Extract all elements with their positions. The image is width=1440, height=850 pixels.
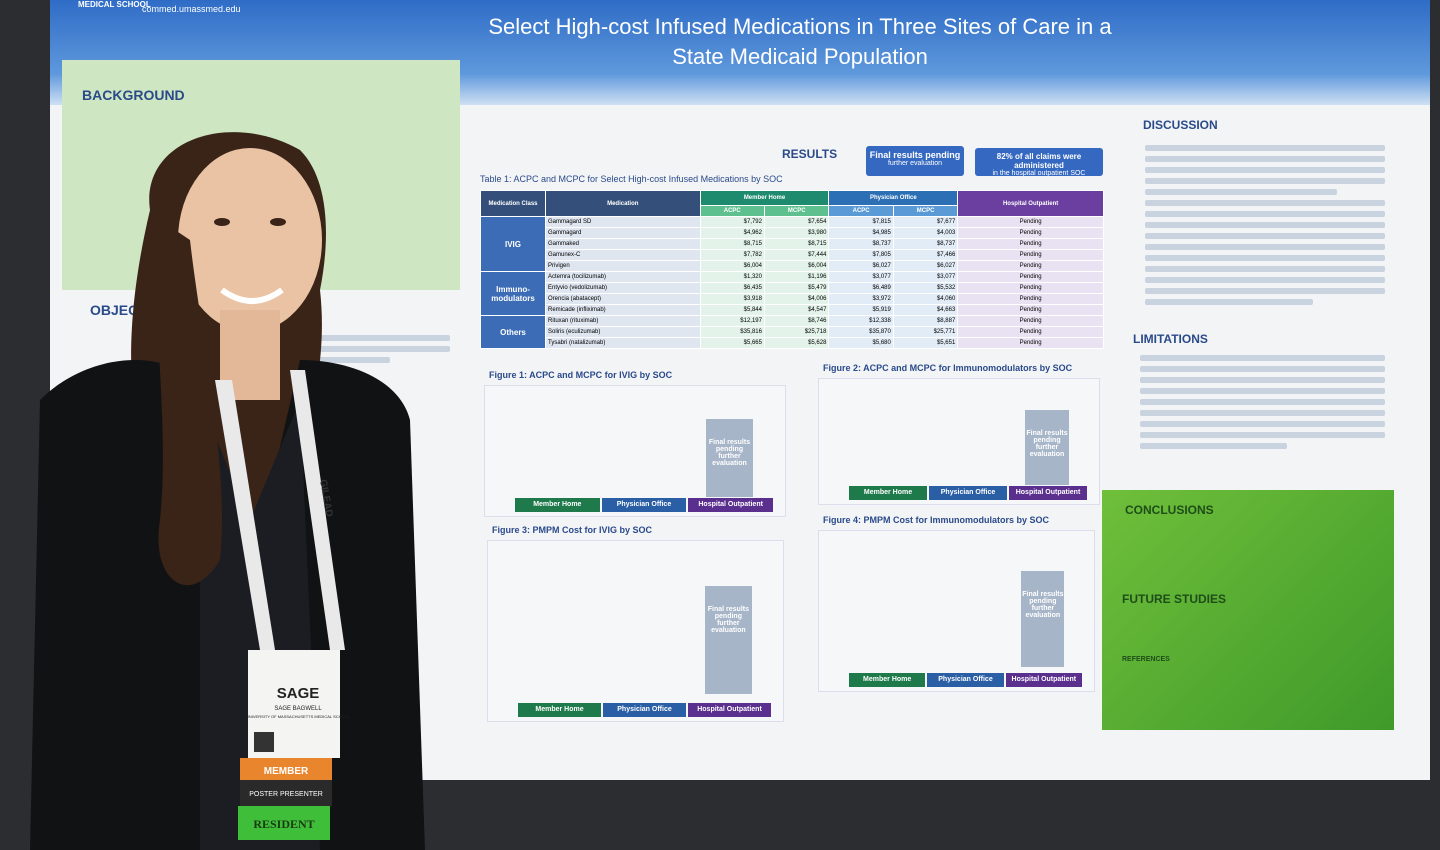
eye [214,218,230,226]
school: MEDICAL SCHOOL [78,0,151,9]
figure-title: Figure 2: ACPC and MCPC for Immunomodula… [823,363,1073,373]
table-cell: $6,004 [763,260,830,272]
title-line: State Medicaid Population [672,44,928,69]
section-title: RESULTS [782,147,838,161]
soc-label: Physician Office [927,673,1004,687]
role-strip [240,780,332,806]
table-cell: $7,815 [828,216,894,228]
badge-member: MEMBER [264,766,309,777]
figure: Figure 4: PMPM Cost for Immunomodulators… [818,515,1095,692]
table-row: Entyvio (vedolizumab) $6,435 $5,479 $6,489 $… [481,282,1104,294]
table-cell: $6,027 [828,260,894,272]
header-row: Medication Class Medication Member Home Phy… [480,190,1104,217]
header-cell: Physician Office [828,190,959,206]
url: commed.umassmed.edu [142,4,241,14]
lanyard [215,380,275,650]
figure: Figure 2: ACPC and MCPC for Immunomodula… [818,363,1100,505]
pending-box: Final results pending further evaluation [1025,410,1069,486]
section-title: LIMITATIONS [1133,332,1208,346]
table-row: Immuno-modulators Actemra (tocilizumab) $1… [480,271,1104,316]
table-cell: Tysabri (natalizumab) [545,337,701,349]
resident-strip [238,806,330,840]
figure-title: Figure 3: PMPM Cost for IVIG by SOC [492,525,653,535]
pending-box: Final results pending further evaluation [705,586,752,694]
soc-label: Hospital Outpatient [1005,673,1082,687]
table-row: Orencia (abatacept) $3,918 $4,006 $3,972 $4,… [481,293,1104,305]
soc-label: Physician Office [601,498,687,512]
soc-label: Hospital Outpatient [688,498,773,512]
soc-label: Member Home [849,486,927,500]
soc-label: Physician Office [929,486,1007,500]
hair-side [157,220,223,586]
subheader-row: ACPC MCPC ACPC MCPC [481,205,1104,217]
table-cell: $5,651 [892,337,959,349]
smile [220,287,284,304]
figure-title: Figure 1: ACPC and MCPC for IVIG by SOC [489,370,673,380]
soc-label: Member Home [849,673,926,687]
table-row: Tysabri (natalizumab) $5,665 $5,628 $5,680 $… [481,337,1104,349]
soc-label: Physician Office [603,703,686,717]
soc-label: Hospital Outpatient [1009,486,1087,500]
conclusions-box [1102,490,1394,730]
badge-full-name: SAGE BAGWELL [274,706,322,712]
member-strip [240,758,332,780]
badge-level: RESIDENT [253,817,314,831]
table-title: Table 1: ACPC and MCPC for Select High-c… [480,174,783,184]
section-title: BACKGROUND [82,87,185,103]
soc-label: Hospital Outpatient [688,703,771,717]
lanyard [290,370,345,650]
table-cell: $5,680 [828,337,894,349]
figure: Figure 3: PMPM Cost for IVIG by SOC Membe… [487,525,784,722]
badge-role: POSTER PRESENTER [249,791,323,798]
section-title: OBJEC [90,302,139,318]
table-row: IVIG Gammagard SD $7,792 $7,654 $7,815 $7,677… [480,216,1104,272]
section-title: REFERENCES [1122,656,1170,663]
table-row: Soliris (eculizumab) $35,816 $25,718 $35,87… [481,326,1104,338]
table-row: Gamunex-C $7,782 $7,444 $7,805 $7,466 Pending [481,249,1104,261]
qr [254,732,274,752]
table-cell: $4,003 [892,227,959,239]
figure: Figure 1: ACPC and MCPC for IVIG by SOC M… [484,370,786,517]
figure-title: Figure 4: PMPM Cost for Immunomodulators… [823,515,1050,525]
results-table: Medication Class Medication Member Home Phy… [480,190,1104,349]
table-cell: $5,628 [763,337,830,349]
callout-text: 82% of all claims were administered [996,152,1082,170]
group-cell: IVIG [480,216,546,272]
callout: Final results pending further evaluation [866,146,964,176]
group-cell: Others [480,315,546,349]
badge-name: SAGE [277,685,320,702]
header-cell: Medication [545,190,701,217]
table-cell: $5,665 [699,337,765,349]
eye [270,218,286,226]
text-lines [1145,140,1385,310]
table-cell: $3,980 [763,227,830,239]
table: Medication Class Medication Member Home Phy… [480,190,1104,349]
callout-text: further evaluation [887,160,943,167]
badge-affiliation: UNIVERSITY OF MASSACHUSETTS MEDICAL SCHO… [246,714,351,719]
group-cell: Immuno-modulators [480,271,546,316]
soc-label: Member Home [515,498,600,512]
callout-text: in the hospital outpatient SOC [992,170,1086,177]
table-row: Remicade (infliximab) $5,844 $4,547 $5,919 $… [481,304,1104,316]
pending-box: Final results pending further evaluation [705,418,754,497]
text-lines [300,330,450,368]
section-title: FUTURE STUDIES [1122,592,1227,606]
callout: 82% of all claims were administered in t… [975,148,1103,177]
table-cell: Pending [957,337,1104,349]
soc-label: Member Home [518,703,601,717]
table-cell: $7,677 [892,216,959,228]
title-line: Select High-cost Infused Medications in … [488,14,1112,39]
header-cell: Hospital Outpatient [957,190,1104,217]
pending-box: Final results pending further evaluation [1021,571,1065,667]
text-lines [1140,350,1385,454]
face [178,148,322,332]
callout-text: Final results pending [869,150,961,160]
section-title: CONCLUSIONS [1125,503,1214,517]
section-title: DISCUSSION [1143,118,1218,132]
